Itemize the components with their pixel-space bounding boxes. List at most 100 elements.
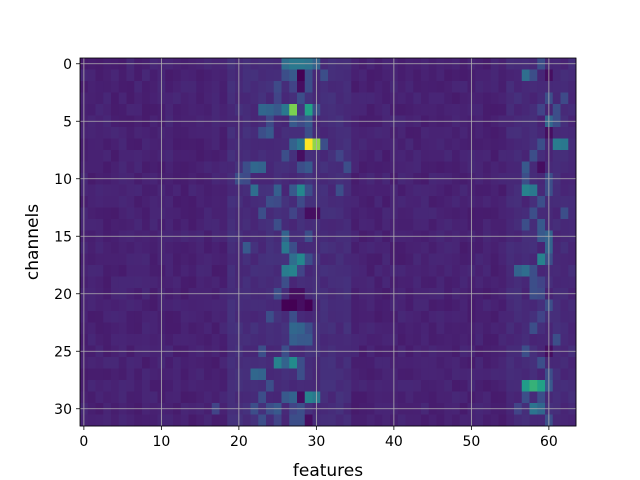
heatmap-cell — [366, 299, 375, 312]
heatmap-cell — [281, 138, 290, 151]
heatmap-cell — [490, 207, 499, 220]
heatmap-cell — [250, 207, 259, 220]
heatmap-cell — [165, 92, 174, 105]
heatmap-cell — [537, 161, 546, 174]
heatmap-cell — [351, 253, 360, 266]
heatmap-cell — [490, 334, 499, 346]
heatmap-cell — [289, 69, 298, 82]
heatmap-cell — [242, 161, 251, 174]
heatmap-cell — [188, 276, 197, 289]
heatmap-cell — [289, 380, 298, 392]
heatmap-cell — [211, 368, 220, 381]
heatmap-cell — [514, 253, 523, 266]
heatmap-cell — [173, 242, 182, 254]
heatmap-cell — [204, 196, 213, 208]
heatmap-cell — [560, 138, 569, 151]
heatmap-cell — [266, 242, 275, 254]
heatmap-cell — [490, 265, 499, 277]
heatmap-cell — [382, 184, 391, 197]
heatmap-cell — [126, 276, 135, 289]
heatmap-cell — [560, 391, 569, 404]
heatmap-cell — [266, 69, 275, 82]
heatmap-cell — [118, 138, 127, 151]
heatmap-cell — [180, 150, 189, 162]
heatmap-cell — [351, 380, 360, 392]
heatmap-cell — [227, 127, 236, 139]
heatmap-cell — [459, 219, 468, 231]
heatmap-cell — [459, 161, 468, 174]
heatmap-cell — [204, 184, 213, 197]
heatmap-cell — [304, 161, 313, 174]
heatmap-cell — [227, 69, 236, 82]
heatmap-cell — [366, 276, 375, 289]
heatmap-cell — [529, 150, 538, 162]
heatmap-cell — [297, 219, 306, 231]
heatmap-cell — [211, 81, 220, 93]
heatmap-cell — [211, 322, 220, 335]
heatmap-cell — [421, 196, 430, 208]
heatmap-cell — [483, 69, 492, 82]
heatmap-cell — [289, 357, 298, 369]
heatmap-cell — [490, 368, 499, 381]
heatmap-cell — [134, 276, 143, 289]
heatmap-cell — [421, 391, 430, 404]
heatmap-cell — [483, 150, 492, 162]
heatmap-cell — [173, 219, 182, 231]
heatmap-cell — [514, 311, 523, 323]
heatmap-cell — [273, 276, 282, 289]
heatmap-cell — [297, 368, 306, 381]
heatmap-cell — [250, 138, 259, 151]
heatmap-cell — [118, 380, 127, 392]
heatmap-cell — [560, 242, 569, 254]
heatmap-cell — [266, 196, 275, 208]
heatmap-cell — [366, 380, 375, 392]
heatmap-cell — [436, 104, 445, 116]
heatmap-cell — [211, 138, 220, 151]
heatmap-cell — [521, 391, 530, 404]
heatmap-cell — [219, 299, 228, 312]
heatmap-cell — [552, 161, 561, 174]
heatmap-cell — [320, 92, 329, 105]
heatmap-cell — [103, 196, 112, 208]
heatmap-cell — [180, 161, 189, 174]
heatmap-cell — [304, 69, 313, 82]
heatmap-cell — [413, 104, 422, 116]
heatmap-cell — [111, 357, 120, 369]
y-tick-label: 25 — [54, 344, 72, 360]
heatmap-cell — [498, 322, 507, 335]
heatmap-cell — [242, 322, 251, 335]
heatmap-cell — [343, 127, 352, 139]
heatmap-cell — [111, 161, 120, 174]
heatmap-cell — [490, 357, 499, 369]
heatmap-cell — [304, 92, 313, 105]
heatmap-cell — [304, 81, 313, 93]
heatmap-cell — [459, 242, 468, 254]
heatmap-cell — [351, 322, 360, 335]
heatmap-cell — [173, 161, 182, 174]
heatmap-cell — [227, 357, 236, 369]
heatmap-cell — [111, 92, 120, 105]
heatmap-cell — [273, 299, 282, 312]
heatmap-cell — [405, 334, 414, 346]
heatmap-cell — [273, 184, 282, 197]
heatmap-cell — [537, 368, 546, 381]
heatmap-cell — [359, 184, 368, 197]
heatmap-cell — [242, 242, 251, 254]
heatmap-cell — [506, 161, 515, 174]
heatmap-cell — [568, 357, 577, 369]
heatmap-cell — [374, 322, 383, 335]
heatmap-cell — [560, 322, 569, 335]
heatmap-cell — [180, 276, 189, 289]
heatmap-cell — [397, 380, 406, 392]
heatmap-cell — [134, 219, 143, 231]
heatmap-cell — [219, 414, 228, 427]
heatmap-cell — [560, 184, 569, 197]
heatmap-cell — [335, 311, 344, 323]
heatmap-cell — [111, 104, 120, 116]
heatmap-cell — [204, 265, 213, 277]
heatmap-cell — [149, 357, 158, 369]
heatmap-cell — [320, 161, 329, 174]
heatmap-cell — [165, 253, 174, 266]
heatmap-cell — [196, 184, 205, 197]
heatmap-cell — [498, 311, 507, 323]
